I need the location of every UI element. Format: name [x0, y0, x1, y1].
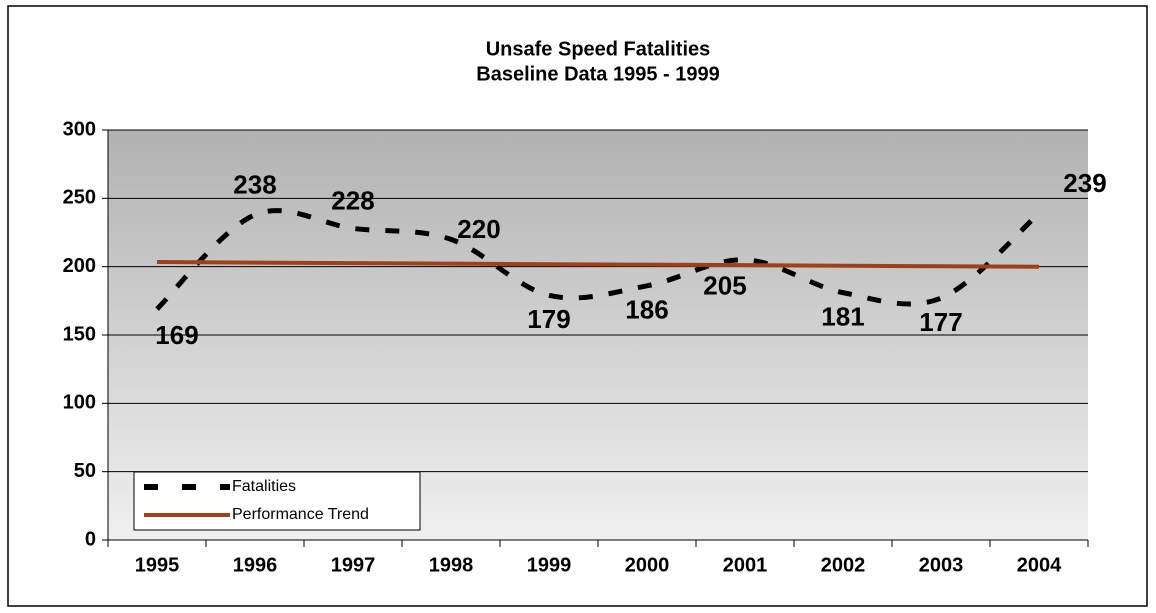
legend-label: Performance Trend — [232, 506, 369, 523]
data-label: 239 — [1063, 168, 1106, 198]
x-tick-label: 1997 — [331, 554, 376, 576]
y-tick-label: 50 — [74, 460, 96, 482]
legend-box — [133, 471, 421, 531]
x-tick-label: 2001 — [723, 554, 768, 576]
data-label: 238 — [233, 170, 276, 200]
x-tick-label: 1996 — [233, 554, 278, 576]
x-tick-label: 1998 — [429, 554, 474, 576]
data-label: 177 — [919, 307, 962, 337]
x-tick-label: 2000 — [625, 554, 670, 576]
data-label: 228 — [331, 185, 374, 215]
y-tick-label: 300 — [63, 118, 96, 140]
data-label: 186 — [625, 295, 668, 325]
x-tick-label: 1995 — [135, 554, 180, 576]
x-tick-label: 2003 — [919, 554, 964, 576]
y-tick-label: 250 — [63, 187, 96, 209]
legend-label: Fatalities — [232, 478, 296, 495]
x-tick-label: 1999 — [527, 554, 572, 576]
chart-title: Unsafe Speed Fatalities — [486, 38, 711, 60]
y-tick-label: 200 — [63, 255, 96, 277]
chart-subtitle: Baseline Data 1995 - 1999 — [476, 63, 720, 85]
data-label: 220 — [457, 214, 500, 244]
data-label: 181 — [821, 302, 864, 332]
y-tick-label: 0 — [85, 528, 96, 550]
y-tick-label: 100 — [63, 392, 96, 414]
y-tick-label: 150 — [63, 323, 96, 345]
data-label: 179 — [527, 304, 570, 334]
series-line — [156, 260, 1040, 269]
data-label: 205 — [703, 271, 746, 301]
x-tick-label: 2004 — [1017, 554, 1062, 576]
series-line — [155, 208, 1041, 311]
x-tick-label: 2002 — [821, 554, 866, 576]
data-label: 169 — [155, 320, 198, 350]
